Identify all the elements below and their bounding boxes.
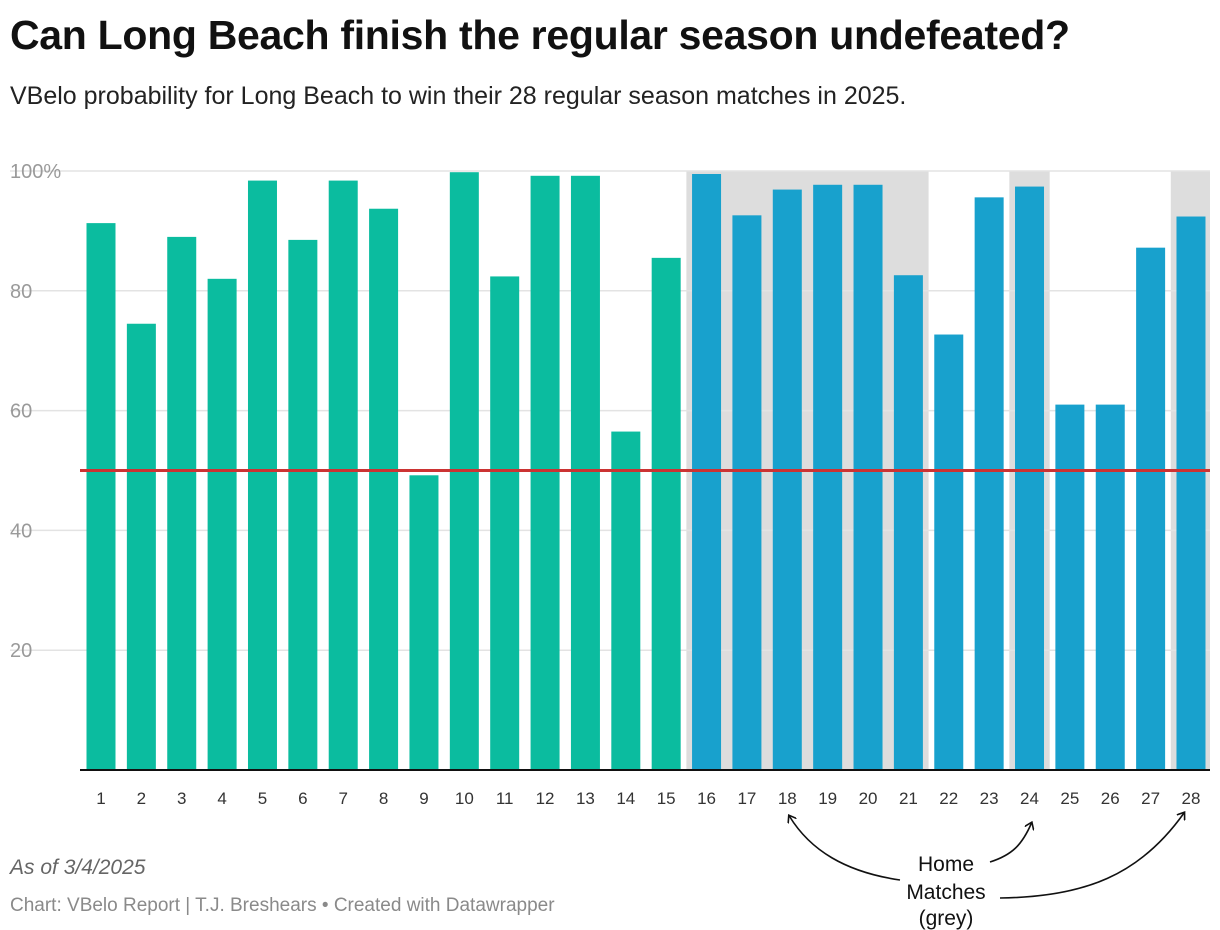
bar-15 (651, 257, 681, 771)
bar-14 (611, 431, 641, 770)
bar-17 (732, 215, 762, 771)
x-tick-label-6: 6 (298, 789, 307, 808)
bar-4 (207, 278, 237, 770)
bar-28 (1176, 216, 1206, 771)
x-tick-label-1: 1 (96, 789, 105, 808)
bar-6 (288, 239, 318, 770)
x-tick-label-4: 4 (217, 789, 226, 808)
bar-13 (570, 175, 600, 771)
annotation-line-2: Matches (906, 881, 985, 904)
bar-22 (934, 334, 964, 770)
bar-7 (328, 180, 358, 771)
x-tick-label-26: 26 (1101, 789, 1120, 808)
x-tick-label-25: 25 (1060, 789, 1079, 808)
y-tick-label-40: 40 (10, 520, 32, 542)
arrow-to-24 (989, 823, 1032, 863)
x-tick-label-20: 20 (859, 789, 878, 808)
x-tick-label-18: 18 (778, 789, 797, 808)
bar-19 (813, 184, 843, 771)
bar-26 (1095, 404, 1125, 770)
x-tick-label-2: 2 (137, 789, 146, 808)
x-tick-label-11: 11 (496, 789, 514, 808)
bar-11 (490, 276, 520, 770)
axes: 1 2 3 4 5 6 7 8 9 10 11 12 13 14 15 16 17 18 19 20 21 22 23 24 2… (80, 769, 1210, 808)
x-tick-label-28: 28 (1182, 789, 1201, 808)
bar-27 (1136, 247, 1166, 770)
x-tick-label-22: 22 (939, 789, 958, 808)
x-tick-label-12: 12 (536, 789, 555, 808)
arrow-to-18 (789, 816, 901, 881)
bar-5 (247, 180, 277, 771)
x-tick-label-24: 24 (1020, 789, 1039, 808)
bar-18 (772, 189, 802, 771)
x-tick-label-13: 13 (576, 789, 595, 808)
as-of-note: As of 3/4/2025 (10, 856, 146, 879)
bar-21 (893, 275, 923, 770)
x-tick-label-19: 19 (818, 789, 837, 808)
bar-1 (86, 223, 116, 770)
chart-title: Can Long Beach finish the regular season… (10, 12, 1070, 58)
chart-subtitle: VBelo probability for Long Beach to win … (10, 82, 907, 110)
x-tick-label-5: 5 (258, 789, 267, 808)
annotation: Home Matches (grey) (789, 813, 1184, 930)
bar-12 (530, 175, 560, 771)
bar-2 (126, 323, 156, 770)
annotation-line-3: (grey) (919, 907, 974, 930)
annotation-line-1: Home (918, 853, 974, 876)
y-tick-label-20: 20 (10, 640, 32, 662)
credit-footer: Chart: VBelo Report | T.J. Breshears • C… (10, 895, 555, 916)
x-tick-label-21: 21 (899, 789, 918, 808)
x-tick-label-27: 27 (1141, 789, 1160, 808)
y-tick-label-100: 100% (10, 161, 61, 183)
x-tick-label-8: 8 (379, 789, 388, 808)
x-tick-label-16: 16 (697, 789, 716, 808)
bar-24 (1015, 186, 1045, 771)
arrow-to-28 (999, 813, 1184, 899)
bar-20 (853, 184, 883, 771)
x-tick-label-7: 7 (338, 789, 347, 808)
x-tick-label-3: 3 (177, 789, 186, 808)
y-tick-label-60: 60 (10, 401, 32, 423)
x-tick-label-17: 17 (737, 789, 756, 808)
x-tick-label-14: 14 (616, 789, 635, 808)
bar-9 (409, 475, 439, 770)
bar-25 (1055, 404, 1085, 770)
bars (86, 172, 1206, 771)
bar-8 (369, 208, 399, 770)
x-tick-label-15: 15 (657, 789, 676, 808)
x-tick-label-23: 23 (980, 789, 999, 808)
bar-23 (974, 197, 1004, 770)
bar-3 (167, 236, 197, 770)
x-tick-label-10: 10 (455, 789, 474, 808)
y-tick-label-80: 80 (10, 281, 32, 303)
x-tick-label-9: 9 (419, 789, 428, 808)
